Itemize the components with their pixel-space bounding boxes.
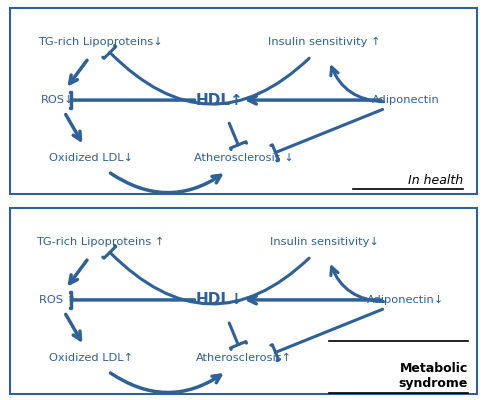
Text: ROS ↑: ROS ↑ [39, 295, 76, 305]
Text: TG-rich Lipoproteins↓: TG-rich Lipoproteins↓ [38, 38, 163, 48]
FancyBboxPatch shape [10, 8, 477, 194]
Text: Adiponectin↓: Adiponectin↓ [367, 295, 445, 305]
Text: TG-rich Lipoproteins ↑: TG-rich Lipoproteins ↑ [36, 237, 165, 247]
Text: Adiponectin: Adiponectin [372, 95, 440, 105]
Text: Atherosclerosis ↓: Atherosclerosis ↓ [194, 153, 293, 163]
Text: Oxidized LDL↓: Oxidized LDL↓ [49, 153, 133, 163]
Text: In health: In health [408, 174, 463, 186]
Text: HDL↓: HDL↓ [196, 292, 244, 308]
Text: Oxidized LDL↑: Oxidized LDL↑ [49, 352, 133, 362]
FancyBboxPatch shape [10, 208, 477, 394]
Text: Metabolic
syndrome: Metabolic syndrome [398, 362, 468, 390]
Text: Insulin sensitivity ↑: Insulin sensitivity ↑ [268, 38, 381, 48]
Text: Atherosclerosis↑: Atherosclerosis↑ [195, 352, 292, 362]
Text: HDL↑: HDL↑ [196, 92, 244, 108]
Text: Insulin sensitivity↓: Insulin sensitivity↓ [270, 237, 379, 247]
Text: ROS↓: ROS↓ [40, 95, 74, 105]
